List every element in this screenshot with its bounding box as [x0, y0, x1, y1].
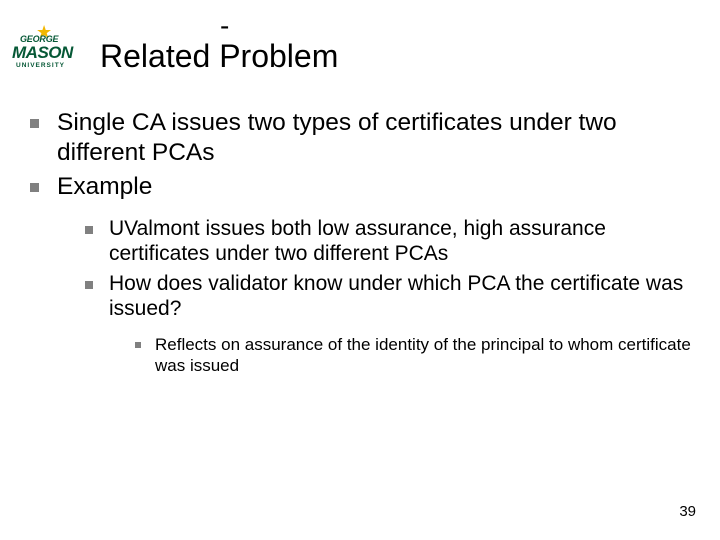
- bullet-lvl2: How does validator know under which PCA …: [85, 271, 710, 322]
- lvl3-group: Reflects on assurance of the identity of…: [135, 334, 710, 376]
- square-bullet-icon: [85, 281, 93, 289]
- lvl2-group: UValmont issues both low assurance, high…: [85, 216, 710, 377]
- bullet-text: How does validator know under which PCA …: [109, 271, 710, 322]
- bullet-lvl3: Reflects on assurance of the identity of…: [135, 334, 710, 376]
- bullet-text: Single CA issues two types of certificat…: [57, 108, 710, 168]
- page-number: 39: [679, 503, 696, 520]
- logo-line-mason: MASON: [12, 43, 73, 63]
- bullet-lvl1: Single CA issues two types of certificat…: [30, 108, 710, 168]
- slide: ★ GEORGE MASON UNIVERSITY - Related Prob…: [0, 0, 720, 540]
- slide-title: Related Problem: [100, 38, 338, 75]
- logo-line-university: UNIVERSITY: [16, 62, 65, 69]
- square-bullet-icon: [30, 183, 39, 192]
- square-bullet-icon: [85, 226, 93, 234]
- university-logo: ★ GEORGE MASON UNIVERSITY: [12, 28, 92, 74]
- bullet-lvl2: UValmont issues both low assurance, high…: [85, 216, 710, 267]
- bullet-text: Reflects on assurance of the identity of…: [155, 334, 710, 376]
- bullet-lvl1: Example: [30, 172, 710, 202]
- bullet-text: UValmont issues both low assurance, high…: [109, 216, 710, 267]
- square-bullet-icon: [135, 342, 141, 348]
- bullet-text: Example: [57, 172, 152, 202]
- square-bullet-icon: [30, 119, 39, 128]
- slide-content: Single CA issues two types of certificat…: [30, 108, 710, 380]
